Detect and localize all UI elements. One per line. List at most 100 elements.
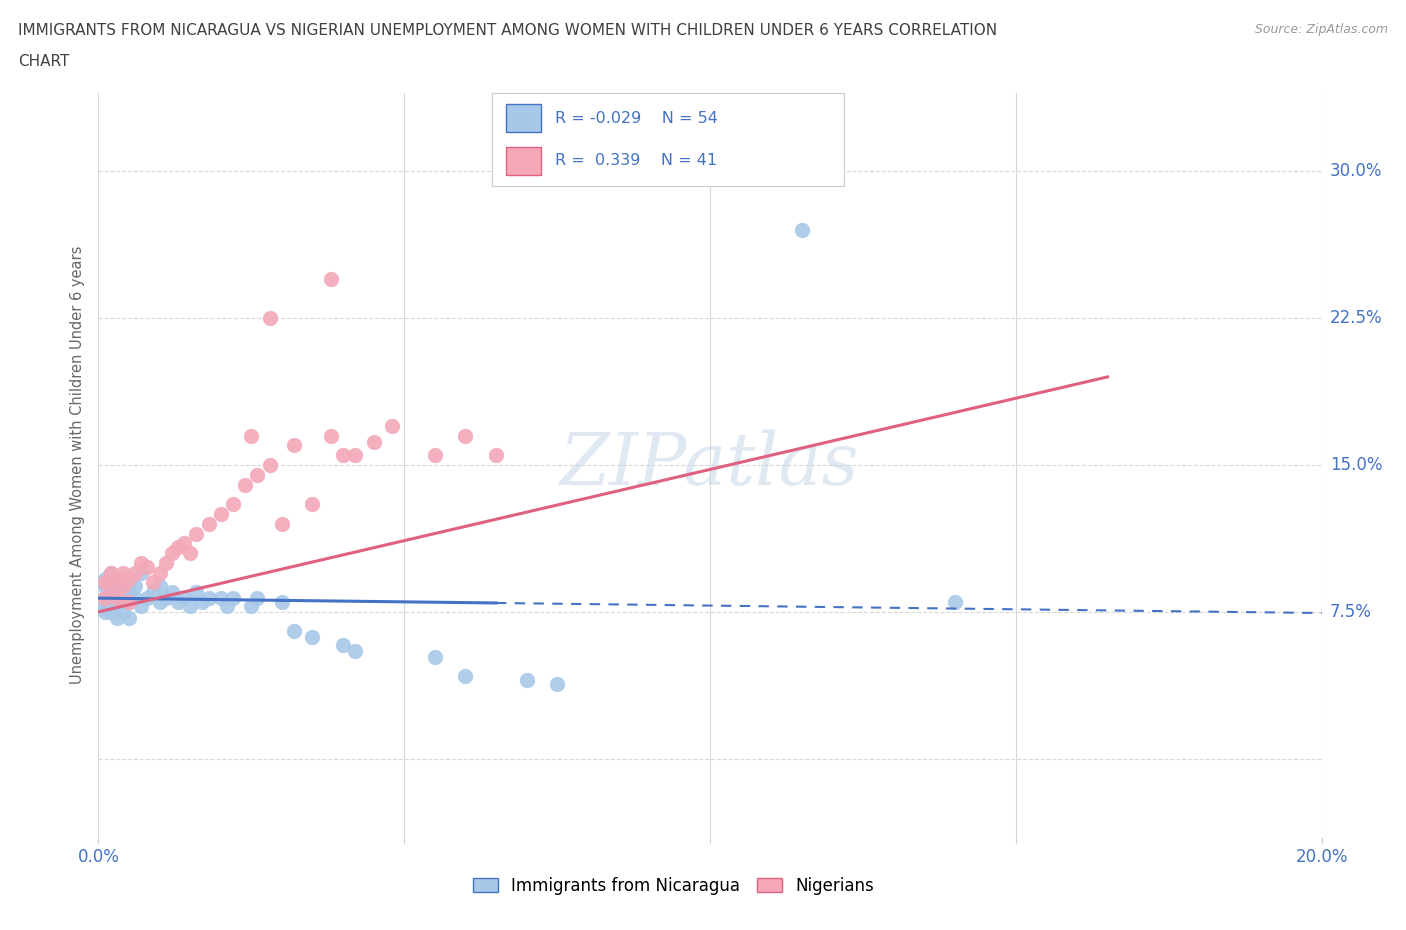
Point — [173, 536, 195, 551]
Point — [118, 594, 141, 609]
Text: 22.5%: 22.5% — [1330, 309, 1382, 327]
Point — [259, 458, 281, 472]
Point — [454, 428, 477, 443]
Point — [197, 516, 219, 531]
Point — [222, 591, 245, 605]
Point — [111, 604, 134, 619]
Point — [149, 579, 172, 594]
Point — [344, 644, 367, 658]
Point — [485, 447, 508, 462]
Point — [160, 546, 183, 561]
Point — [100, 594, 122, 609]
Point — [105, 575, 128, 590]
Point — [191, 594, 214, 609]
Point — [105, 591, 128, 605]
Text: ZIPatlas: ZIPatlas — [560, 430, 860, 500]
Point — [270, 594, 292, 609]
Point — [105, 599, 128, 614]
Point — [93, 575, 115, 590]
Point — [111, 579, 134, 594]
Point — [105, 571, 128, 586]
Text: R =  0.339    N = 41: R = 0.339 N = 41 — [555, 153, 717, 168]
Point — [93, 571, 115, 586]
Point — [93, 591, 115, 605]
Point — [186, 585, 208, 600]
Point — [111, 565, 134, 580]
Point — [118, 594, 141, 609]
Text: Source: ZipAtlas.com: Source: ZipAtlas.com — [1254, 23, 1388, 36]
Point — [111, 591, 134, 605]
Point — [100, 604, 122, 619]
Point — [381, 418, 404, 433]
Point — [222, 497, 245, 512]
Point — [155, 591, 177, 605]
Point — [454, 669, 477, 684]
Point — [118, 585, 141, 600]
Point — [209, 507, 232, 522]
Point — [283, 624, 305, 639]
Point — [246, 468, 269, 483]
Point — [129, 599, 152, 614]
Point — [363, 434, 385, 449]
Text: 30.0%: 30.0% — [1330, 163, 1382, 180]
Point — [136, 559, 159, 574]
Point — [301, 497, 323, 512]
Point — [100, 565, 122, 580]
Point — [149, 594, 172, 609]
Point — [111, 579, 134, 594]
Point — [332, 447, 354, 462]
Point — [246, 591, 269, 605]
Point — [118, 571, 141, 586]
Point — [124, 579, 146, 594]
Point — [142, 575, 165, 590]
Point — [100, 575, 122, 590]
Point — [240, 599, 263, 614]
Point — [167, 594, 190, 609]
Legend: Immigrants from Nicaragua, Nigerians: Immigrants from Nicaragua, Nigerians — [464, 869, 882, 903]
Point — [319, 428, 342, 443]
Y-axis label: Unemployment Among Women with Children Under 6 years: Unemployment Among Women with Children U… — [70, 246, 86, 684]
Point — [124, 591, 146, 605]
Point — [790, 222, 813, 237]
Point — [233, 477, 256, 492]
Point — [215, 599, 238, 614]
Point — [197, 591, 219, 605]
FancyBboxPatch shape — [506, 147, 541, 175]
Point — [319, 272, 342, 286]
Point — [129, 555, 152, 570]
Point — [105, 610, 128, 625]
Point — [423, 649, 446, 664]
Point — [943, 594, 966, 609]
Text: 15.0%: 15.0% — [1330, 456, 1382, 474]
Text: 7.5%: 7.5% — [1330, 603, 1372, 621]
Point — [173, 591, 195, 605]
Text: IMMIGRANTS FROM NICARAGUA VS NIGERIAN UNEMPLOYMENT AMONG WOMEN WITH CHILDREN UND: IMMIGRANTS FROM NICARAGUA VS NIGERIAN UN… — [18, 23, 997, 38]
Point — [167, 539, 190, 554]
Point — [93, 604, 115, 619]
Point — [136, 591, 159, 605]
Point — [100, 585, 122, 600]
Point — [105, 585, 128, 600]
Point — [301, 630, 323, 644]
Point — [516, 673, 538, 688]
Point — [142, 585, 165, 600]
Point — [118, 610, 141, 625]
Point — [240, 428, 263, 443]
Text: CHART: CHART — [18, 54, 70, 69]
Point — [100, 591, 122, 605]
Point — [283, 438, 305, 453]
Point — [209, 591, 232, 605]
Point — [155, 555, 177, 570]
Point — [332, 638, 354, 653]
Point — [186, 526, 208, 541]
Point — [179, 599, 201, 614]
Point — [160, 585, 183, 600]
Point — [344, 447, 367, 462]
Point — [118, 575, 141, 590]
Point — [546, 677, 568, 692]
Point — [93, 591, 115, 605]
Point — [423, 447, 446, 462]
Point — [124, 565, 146, 580]
Text: R = -0.029    N = 54: R = -0.029 N = 54 — [555, 111, 718, 126]
FancyBboxPatch shape — [506, 104, 541, 132]
